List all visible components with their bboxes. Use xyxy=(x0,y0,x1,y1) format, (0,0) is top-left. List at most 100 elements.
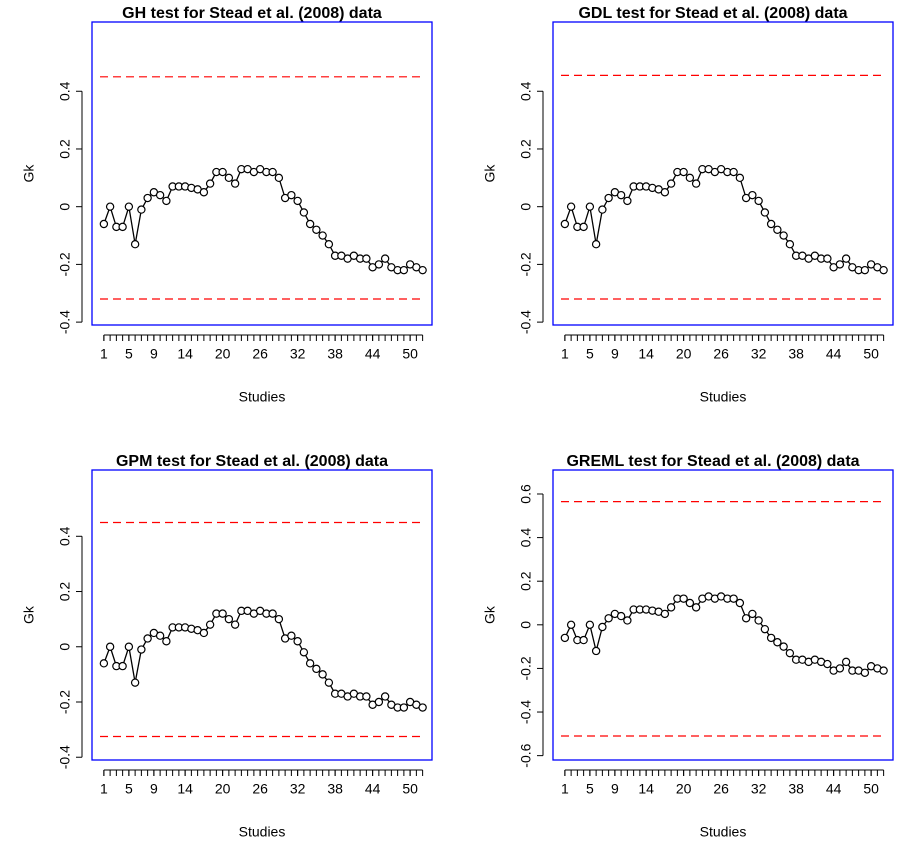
x-tick-label: 50 xyxy=(863,781,879,797)
x-tick-label: 14 xyxy=(177,346,193,362)
data-point xyxy=(679,594,688,603)
data-point xyxy=(560,633,570,643)
data-point xyxy=(299,208,309,217)
data-point xyxy=(566,202,576,211)
data-point xyxy=(118,661,127,671)
data-point xyxy=(773,225,782,234)
data-line xyxy=(564,168,884,271)
data-point xyxy=(679,167,688,177)
x-tick-label: 1 xyxy=(561,781,569,797)
x-tick-label: 26 xyxy=(252,781,268,797)
data-point xyxy=(729,594,738,603)
data-point xyxy=(741,614,751,623)
y-tick-label: -0.2 xyxy=(518,252,534,276)
x-tick-label: 9 xyxy=(611,781,619,797)
x-tick-label: 20 xyxy=(676,346,692,362)
chart-title: GH test for Stead et al. (2008) data xyxy=(122,5,382,22)
y-tick-label: 0.2 xyxy=(518,139,534,159)
data-point xyxy=(860,265,870,275)
data-point xyxy=(823,659,832,669)
data-point xyxy=(99,659,109,668)
data-point xyxy=(585,202,595,211)
data-point xyxy=(143,193,152,203)
data-point xyxy=(748,190,757,200)
chart-title: GREML test for Stead et al. (2008) data xyxy=(566,453,859,470)
x-axis-title: Studies xyxy=(239,824,286,840)
data-point xyxy=(623,616,632,625)
data-point xyxy=(735,173,745,183)
x-tick-label: 20 xyxy=(215,781,231,797)
data-point xyxy=(218,167,227,177)
chart-panel: GPM test for Stead et al. (2008) data -0.… xyxy=(21,453,433,840)
data-point xyxy=(299,648,309,657)
data-point xyxy=(230,179,240,188)
x-tick-label: 5 xyxy=(125,346,133,362)
data-point xyxy=(841,254,851,263)
data-point xyxy=(293,637,302,646)
data-point xyxy=(685,173,695,183)
data-point xyxy=(879,666,888,675)
data-point xyxy=(560,219,570,229)
data-point xyxy=(860,668,870,677)
data-point xyxy=(691,179,701,188)
y-tick-label: -0.4 xyxy=(518,700,534,724)
data-point xyxy=(162,637,171,646)
x-tick-label: 5 xyxy=(586,781,594,797)
data-point xyxy=(162,196,171,206)
x-tick-label: 14 xyxy=(638,781,654,797)
y-tick-label: 0.4 xyxy=(57,526,73,546)
x-tick-label: 26 xyxy=(713,346,729,362)
y-tick-label: -0.2 xyxy=(518,656,534,680)
plot-frame xyxy=(91,21,433,326)
data-point xyxy=(748,609,757,619)
data-point xyxy=(685,598,695,608)
data-point xyxy=(660,188,670,197)
y-tick-label: -0.2 xyxy=(57,252,73,276)
data-point xyxy=(591,646,601,656)
data-point xyxy=(105,202,115,211)
x-axis-title: Studies xyxy=(700,824,747,840)
y-tick-label: 0.2 xyxy=(57,582,73,602)
data-point xyxy=(616,190,626,200)
data-point xyxy=(616,611,626,621)
y-tick-label: 0.4 xyxy=(518,528,534,548)
data-point xyxy=(124,642,134,651)
data-point xyxy=(224,173,234,183)
data-point xyxy=(835,260,845,269)
x-tick-label: 38 xyxy=(788,781,804,797)
data-point xyxy=(155,190,165,200)
x-tick-label: 50 xyxy=(402,781,418,797)
data-point xyxy=(779,642,788,651)
data-point xyxy=(312,225,321,234)
data-point xyxy=(230,620,240,629)
data-point xyxy=(205,620,215,629)
x-tick-label: 44 xyxy=(365,346,381,362)
data-point xyxy=(268,167,277,177)
data-point xyxy=(318,670,327,679)
y-axis-title: Gk xyxy=(21,605,37,624)
x-tick-label: 20 xyxy=(676,781,692,797)
x-tick-label: 1 xyxy=(100,346,108,362)
x-tick-label: 32 xyxy=(290,346,306,362)
y-tick-label: 0.2 xyxy=(518,571,534,591)
chart-title: GPM test for Stead et al. (2008) data xyxy=(116,453,388,470)
x-tick-label: 20 xyxy=(215,346,231,362)
data-point xyxy=(105,642,115,651)
x-tick-label: 44 xyxy=(826,781,842,797)
data-point xyxy=(773,638,782,647)
y-tick-label: 0.4 xyxy=(57,81,73,101)
data-point xyxy=(418,703,427,712)
data-point xyxy=(418,265,427,275)
plot-frame xyxy=(552,21,894,326)
y-axis-title: Gk xyxy=(21,164,37,183)
data-point xyxy=(766,219,776,229)
data-point xyxy=(324,239,334,249)
data-point xyxy=(130,239,140,249)
x-tick-label: 32 xyxy=(751,346,767,362)
x-tick-label: 1 xyxy=(561,346,569,362)
x-tick-label: 26 xyxy=(252,346,268,362)
data-point xyxy=(155,631,165,640)
data-point xyxy=(754,196,763,206)
data-point xyxy=(374,697,384,707)
x-tick-label: 38 xyxy=(327,781,343,797)
